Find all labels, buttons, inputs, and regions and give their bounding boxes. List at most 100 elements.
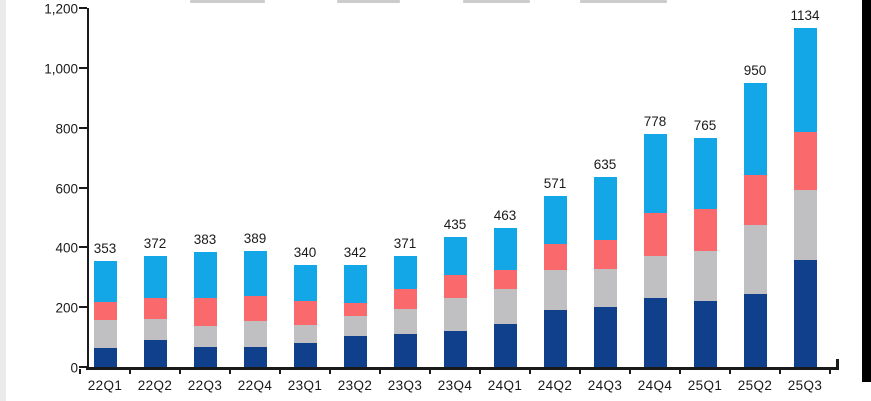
x-axis-category-label: 24Q4 <box>637 378 673 393</box>
x-axis-tick <box>429 369 431 374</box>
bar-segment <box>793 259 817 367</box>
bar-segment <box>293 343 317 367</box>
x-axis-tick <box>329 369 331 374</box>
bar-total-label: 778 <box>643 114 667 130</box>
bar-segment <box>693 250 717 301</box>
x-axis-category-label: 23Q2 <box>337 378 373 393</box>
bar-total-label: 635 <box>593 157 617 173</box>
x-axis-tick <box>229 369 231 374</box>
x-axis-tick <box>579 369 581 374</box>
bar-segment <box>343 335 367 367</box>
bar-segment <box>143 255 167 299</box>
y-axis-tick-label: 0 <box>70 360 78 376</box>
x-axis-category-label: 24Q2 <box>537 378 573 393</box>
y-axis-tick-label: 1,000 <box>44 61 78 77</box>
bar-segment <box>193 252 217 299</box>
x-axis-category-label: 25Q3 <box>787 378 823 393</box>
bar-segment <box>243 320 267 347</box>
x-axis-tick <box>829 369 831 374</box>
bar-segment <box>193 346 217 367</box>
bar-segment <box>393 289 417 309</box>
bar-segment <box>743 175 767 225</box>
x-axis-category-label: 25Q1 <box>687 378 723 393</box>
left-edge-strip <box>0 0 6 401</box>
bar-segment <box>793 131 817 191</box>
x-axis-line <box>86 367 839 370</box>
x-axis-category-label: 23Q4 <box>437 378 473 393</box>
y-axis-tick-label: 800 <box>55 121 78 137</box>
bar-segment <box>593 177 617 241</box>
bar-segment <box>643 298 667 367</box>
bar-segment <box>743 82 767 176</box>
bar-segment <box>643 255 667 299</box>
x-axis-tick <box>179 369 181 374</box>
x-axis-category-label: 25Q2 <box>737 378 773 393</box>
bar-segment <box>143 298 167 320</box>
bar-segment <box>393 334 417 367</box>
x-axis-category-label: 24Q1 <box>487 378 523 393</box>
y-axis-tick-label: 600 <box>55 181 78 196</box>
bar-segment <box>193 298 217 326</box>
x-axis-category-label: 23Q1 <box>287 378 323 393</box>
bar-segment <box>443 274 467 298</box>
y-axis-tick-label: 200 <box>55 300 78 316</box>
bar-total-label: 571 <box>543 176 567 192</box>
y-axis-tick <box>79 186 87 189</box>
bar-segment <box>543 196 567 245</box>
bar-total-label: 463 <box>493 208 517 224</box>
bar-segment <box>493 228 517 271</box>
bar-segment <box>343 302 367 317</box>
bar-total-label: 765 <box>693 118 717 134</box>
bar-segment <box>93 348 117 367</box>
x-axis-tick <box>629 369 631 374</box>
bar-segment <box>543 270 567 311</box>
bar-total-label: 353 <box>93 241 117 257</box>
x-axis-category-label: 22Q2 <box>137 378 173 393</box>
x-axis-tick <box>779 369 781 374</box>
y-axis-tick <box>79 126 87 129</box>
y-axis-tick <box>79 7 87 9</box>
bar-segment <box>243 295 267 321</box>
bar-total-label: 371 <box>393 236 417 251</box>
x-axis-tick <box>79 369 81 374</box>
bar-segment <box>493 323 517 367</box>
x-axis-tick <box>479 369 481 374</box>
bar-segment <box>443 297 467 332</box>
bar-total-label: 372 <box>143 235 167 251</box>
bar-total-label: 1134 <box>790 7 820 23</box>
y-axis-line <box>87 8 89 369</box>
right-edge-black-bar <box>862 0 871 382</box>
y-axis-tick-label: 400 <box>55 240 78 256</box>
x-axis-tick <box>129 369 131 374</box>
bar-segment <box>143 319 167 341</box>
bar-total-label: 435 <box>443 216 467 232</box>
x-axis-category-label: 24Q3 <box>587 378 623 393</box>
bar-segment <box>293 324 317 344</box>
bar-segment <box>443 236 467 275</box>
legend-cutoff-fragment <box>463 0 530 3</box>
bar-segment <box>693 209 717 251</box>
bar-segment <box>693 300 717 367</box>
legend-cutoff-fragment <box>337 0 400 3</box>
y-axis-tick <box>79 246 87 249</box>
bar-segment <box>93 302 117 320</box>
bar-segment <box>793 27 817 132</box>
bar-segment <box>443 331 467 367</box>
x-axis-tick <box>279 369 281 374</box>
bar-segment <box>743 293 767 367</box>
bar-segment <box>593 307 617 367</box>
bar-segment <box>693 138 717 210</box>
bar-segment <box>793 190 817 260</box>
bar-segment <box>643 134 667 214</box>
legend-cutoff-fragment <box>190 0 265 3</box>
y-axis-tick <box>79 366 87 368</box>
x-axis-category-label: 22Q4 <box>237 378 273 393</box>
bar-total-label: 383 <box>193 232 217 248</box>
bar-segment <box>93 319 117 349</box>
bar-segment <box>243 346 267 367</box>
x-axis-tick <box>729 369 731 374</box>
bar-segment <box>293 301 317 325</box>
x-axis-category-label: 23Q3 <box>387 378 423 393</box>
bar-segment <box>193 326 217 347</box>
